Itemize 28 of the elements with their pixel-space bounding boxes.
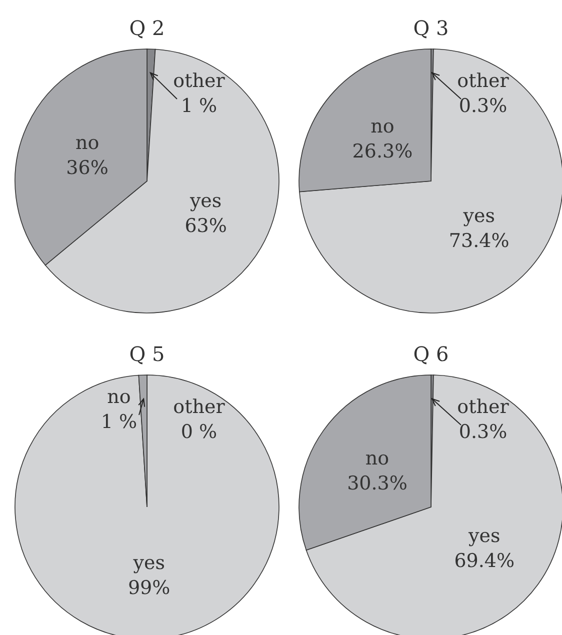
slice-label: other	[457, 70, 510, 92]
text: 0 %	[180, 421, 218, 443]
data-label: 1 %	[100, 411, 138, 433]
data-label: 0.3%	[458, 95, 508, 117]
chart-title: Q 3	[413, 16, 449, 40]
chart-title: Q 6	[413, 342, 449, 366]
data-label: 99%	[128, 576, 170, 599]
data-label: 36%	[66, 156, 108, 179]
slice-label: no	[370, 115, 394, 138]
data-label: 63%	[184, 214, 227, 237]
chart-title: Q 5	[129, 342, 165, 366]
slice-label: yes	[188, 190, 222, 212]
slice-label: yes	[468, 524, 500, 547]
slice-label: no	[365, 448, 390, 470]
slice-label: other	[457, 396, 510, 418]
slice-label: yes	[132, 552, 165, 574]
data-label: 69.4%	[454, 550, 515, 572]
slice-label: no	[75, 132, 100, 154]
slice-label: no	[107, 386, 131, 408]
data-label: 26.3%	[352, 140, 413, 162]
data-label: 1 %	[180, 95, 218, 117]
legend-label: other	[173, 396, 226, 418]
data-label: 73.4%	[448, 230, 510, 252]
slice-label: other	[173, 70, 226, 92]
slice-label: yes	[462, 205, 495, 228]
data-label: 0.3%	[458, 421, 508, 443]
data-label: 30.3%	[347, 472, 408, 495]
chart-title: Q 2	[129, 16, 165, 40]
